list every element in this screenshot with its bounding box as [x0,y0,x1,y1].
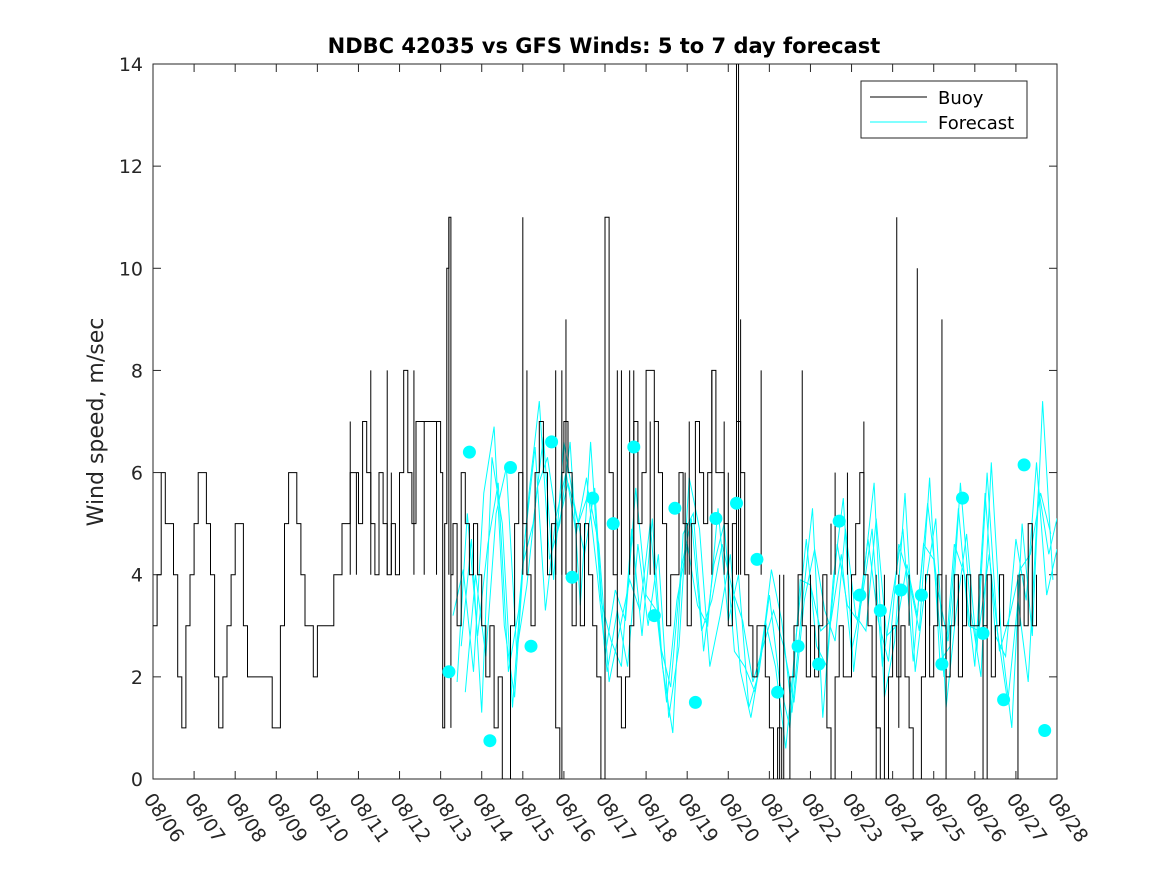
forecast-marker [771,685,785,699]
forecast-marker [586,491,600,505]
forecast-marker [442,665,456,679]
forecast-marker [462,445,476,459]
chart-title: NDBC 42035 vs GFS Winds: 5 to 7 day fore… [328,34,881,58]
forecast-line-run-3 [460,436,1057,729]
forecast-line-run-2 [456,401,1054,749]
forecast-marker [873,604,887,617]
forecast-marker [976,626,990,640]
forecast-marker [956,491,969,505]
forecast-marker [627,440,641,454]
y-tick-label: 10 [119,258,143,280]
y-tick-label: 0 [131,769,143,791]
series-layer [153,64,1057,779]
forecast-marker [791,639,805,653]
forecast-marker [1017,458,1031,472]
legend-box [860,80,1028,139]
legend-buoy-label: Buoy [938,88,984,109]
forecast-marker [853,588,867,602]
forecast-marker [688,695,702,709]
forecast-marker [997,693,1011,707]
forecast-marker [730,496,743,510]
y-axis-ticks: 0 2 4 6 8 10 12 14 [119,54,1057,791]
forecast-marker [832,514,846,528]
forecast-marker [565,570,579,584]
y-tick-label: 2 [131,667,143,689]
legend: Buoy Forecast [860,80,1028,139]
forecast-marker [935,657,949,671]
y-tick-label: 4 [131,565,143,587]
forecast-marker [894,583,908,597]
forecast-marker [709,512,723,525]
forecast-marker [812,657,826,671]
y-tick-label: 6 [131,463,143,485]
forecast-marker [914,588,928,602]
forecast-marker [668,501,682,515]
forecast-marker [647,609,661,623]
forecast-marker [524,639,538,653]
forecast-marker [504,461,517,474]
y-axis-label: Wind speed, m/sec [84,318,109,527]
forecast-marker [1038,724,1052,737]
y-tick-label: 12 [119,156,143,178]
forecast-marker [545,435,559,449]
legend-forecast-label: Forecast [938,113,1014,134]
buoy-line [153,216,1037,779]
forecast-marker [483,734,497,748]
y-tick-label: 14 [119,54,143,76]
forecast-marker [750,552,764,566]
y-tick-label: 8 [131,360,143,382]
forecast-line-run-4 [464,457,1052,703]
forecast-marker [606,517,620,531]
